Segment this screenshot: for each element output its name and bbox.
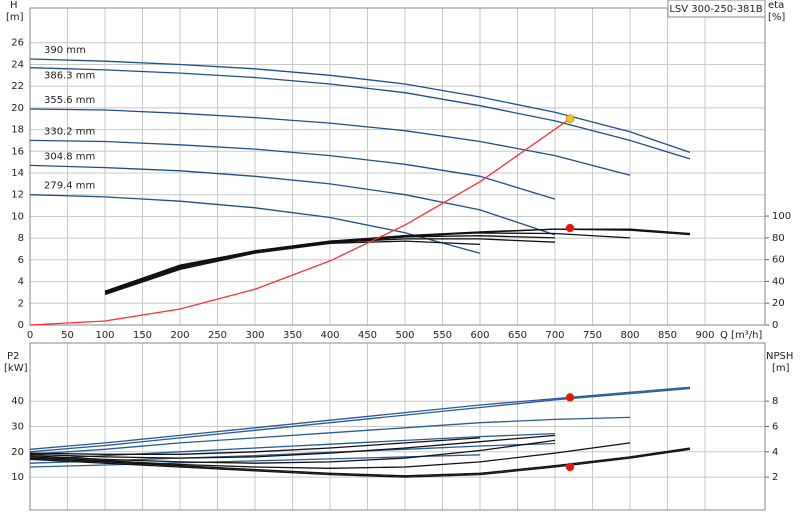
y2-axis-unit: [%]: [768, 12, 785, 23]
x-tick-label: 350: [283, 330, 302, 341]
y2-tick-label: 100: [772, 211, 791, 222]
curve: [29, 139, 556, 200]
curve: [104, 238, 556, 292]
y-tick-label: 14: [11, 168, 24, 179]
x-tick-label: 800: [620, 330, 639, 341]
curve: [29, 416, 631, 455]
x-tick-label: 600: [470, 330, 489, 341]
curve: [29, 447, 691, 477]
plot-frame: [29, 342, 766, 511]
curve: [29, 437, 481, 455]
y2-tick-label: 8: [772, 396, 778, 407]
curve: [29, 448, 691, 478]
x-tick-label: 400: [320, 330, 339, 341]
x-tick-label: 150: [133, 330, 152, 341]
y-tick-label: 40: [11, 396, 24, 407]
x-tick-label: 250: [208, 330, 227, 341]
curve-label: 279.4 mm: [44, 181, 95, 192]
y2-axis-label: NPSH: [766, 351, 793, 362]
curve: [29, 164, 556, 236]
curve: [29, 434, 556, 459]
curve-label: 386.3 mm: [44, 71, 95, 82]
plot-frame: [29, 7, 766, 326]
y-tick-label: 6: [18, 255, 24, 266]
x-axis-label: Q [m³/h]: [720, 330, 762, 341]
curve-label: 330.2 mm: [44, 126, 95, 137]
y-axis-unit: [kW]: [4, 363, 28, 374]
y-tick-label: 22: [11, 81, 24, 92]
curve: [29, 387, 691, 453]
title-box: [667, 0, 766, 18]
plot-background: [30, 8, 765, 325]
operating-point: [565, 223, 575, 233]
y-tick-label: 20: [11, 103, 24, 114]
x-tick-label: 900: [695, 330, 714, 341]
curve: [29, 442, 631, 469]
y2-tick-label: 4: [772, 447, 778, 458]
chart-title: LSV 300-250-381B: [669, 4, 762, 15]
y2-tick-label: 6: [772, 422, 778, 433]
y-tick-label: 16: [11, 146, 24, 157]
y-tick-label: 4: [18, 277, 24, 288]
y2-tick-label: 20: [772, 298, 785, 309]
curve-label: 304.8 mm: [44, 151, 95, 162]
x-tick-label: 700: [545, 330, 564, 341]
x-tick-label: 750: [583, 330, 602, 341]
y-tick-label: 10: [11, 472, 24, 483]
curve: [29, 118, 571, 326]
operating-point: [565, 114, 575, 123]
curve-label: 355.6 mm: [44, 95, 95, 106]
y-tick-label: 20: [11, 447, 24, 458]
curve: [29, 439, 556, 464]
y-axis-unit: [m]: [6, 12, 24, 23]
y-tick-label: 26: [11, 38, 24, 49]
y-tick-label: 12: [11, 190, 24, 201]
y-tick-label: 18: [11, 125, 24, 136]
y-tick-label: 2: [18, 298, 24, 309]
x-tick-label: 550: [433, 330, 452, 341]
curve: [29, 454, 481, 468]
curve: [29, 386, 691, 450]
curve: [104, 240, 481, 292]
curve: [29, 58, 691, 154]
y2-axis-label: eta: [768, 0, 784, 11]
x-tick-label: 0: [27, 330, 33, 341]
y-tick-label: 0: [18, 320, 24, 331]
curve: [29, 432, 556, 461]
y-axis-label: P2: [7, 351, 19, 362]
y2-axis-unit: [m]: [772, 363, 790, 374]
y2-tick-label: 0: [772, 320, 778, 331]
x-tick-label: 50: [61, 330, 74, 341]
x-tick-label: 650: [508, 330, 527, 341]
y2-tick-label: 40: [772, 276, 785, 287]
curve-label: 390 mm: [44, 45, 86, 56]
x-tick-label: 100: [95, 330, 114, 341]
curve: [29, 108, 631, 176]
x-tick-label: 850: [658, 330, 677, 341]
x-tick-label: 500: [395, 330, 414, 341]
curve: [29, 67, 691, 160]
y-axis-label: H: [10, 0, 18, 11]
operating-point: [565, 393, 575, 402]
y-tick-label: 24: [11, 59, 24, 70]
x-tick-label: 450: [358, 330, 377, 341]
y-tick-label: 30: [11, 422, 24, 433]
y2-tick-label: 2: [772, 472, 778, 483]
y-tick-label: 10: [11, 211, 24, 222]
operating-point: [565, 462, 575, 472]
x-tick-label: 200: [170, 330, 189, 341]
curve: [29, 194, 481, 254]
x-tick-label: 300: [245, 330, 264, 341]
y2-tick-label: 60: [772, 255, 785, 266]
y-tick-label: 8: [18, 233, 24, 244]
y2-tick-label: 80: [772, 233, 785, 244]
